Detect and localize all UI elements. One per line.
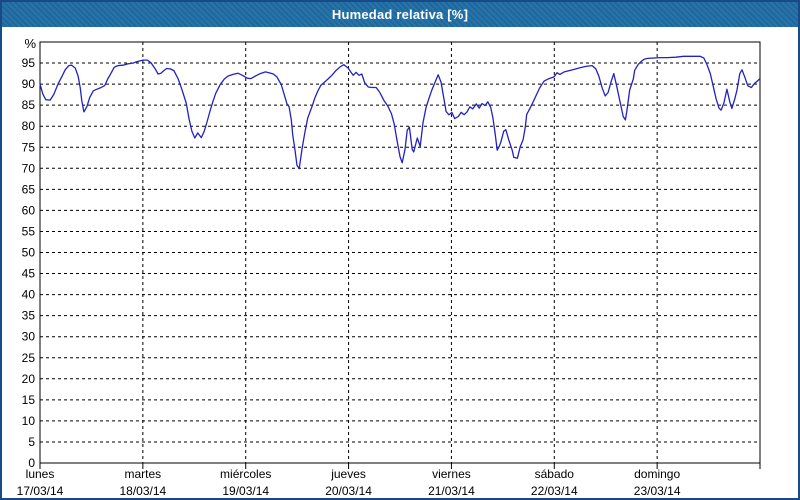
window-title: Humedad relativa [%] [331,7,469,22]
y-tick-label: 10 [22,414,36,428]
y-tick-label: 50 [22,246,36,260]
humidity-line-series [39,55,761,170]
day-date-label: 19/03/14 [222,484,269,498]
y-tick-label: 65 [22,182,36,196]
y-tick-label: 90 [22,77,36,91]
gridlines [40,42,760,463]
y-tick-label: 0 [28,456,35,470]
day-name-label: sábado [535,467,575,481]
x-axis-labels: lunes 17/03/14 martes 18/03/14 miércoles 19/0… [17,467,681,498]
y-tick-label: 70 [22,161,36,175]
axes [39,41,761,469]
plot-border [39,41,761,464]
day-name-label: martes [125,467,162,481]
day-name-label: lunes [26,467,55,481]
day-date-label: 22/03/14 [531,484,578,498]
chart-canvas: 0 5 10 15 20 25 30 35 40 45 50 55 60 65 70 75 80 85 90 95% l… [17,36,761,498]
y-tick-label: 40 [22,288,36,302]
humidity-line [39,55,761,170]
y-tick-label: 95 [22,56,36,70]
y-tick-label: 55 [22,224,36,238]
day-date-label: 17/03/14 [17,484,64,498]
y-tick-label: 30 [22,330,36,344]
y-tick-label: 35 [22,309,36,323]
y-tick-label: 45 [22,267,36,281]
y-tick-label: 25 [22,351,36,365]
y-tick-label: 80 [22,119,36,133]
humidity-chart: 0 5 10 15 20 25 30 35 40 45 50 55 60 65 70 75 80 85 90 95% l… [2,27,798,498]
y-tick-label: 60 [22,203,36,217]
day-name-label: miércoles [220,467,271,481]
y-tick-label: 85 [22,98,36,112]
day-date-label: 23/03/14 [634,484,681,498]
title-bar: Humedad relativa [%] [2,2,798,27]
day-name-label: jueves [330,467,366,481]
y-tick-label: 75 [22,140,36,154]
day-name-label: viernes [432,467,471,481]
day-date-label: 20/03/14 [325,484,372,498]
day-name-label: domingo [634,467,680,481]
y-tick-label: 5 [28,435,35,449]
y-tick-label: 15 [22,393,36,407]
y-axis-unit-label: % [24,36,36,51]
day-date-label: 18/03/14 [119,484,166,498]
y-axis-labels: 0 5 10 15 20 25 30 35 40 45 50 55 60 65 70 75 80 85 90 95% [22,36,37,470]
y-tick-label: 20 [22,372,36,386]
day-date-label: 21/03/14 [428,484,475,498]
